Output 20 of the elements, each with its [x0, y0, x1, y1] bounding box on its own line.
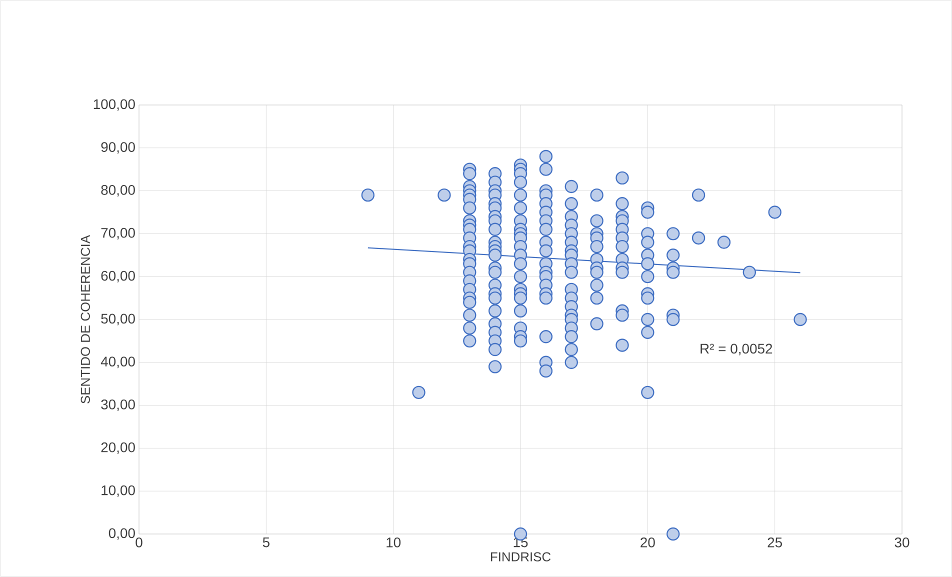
y-tick-label: 60,00 [101, 270, 135, 282]
y-axis-title: SENTIDO DE COHERENCIA [80, 234, 90, 404]
y-tick-label: 100,00 [94, 99, 135, 111]
y-tick-label: 10,00 [102, 485, 135, 497]
x-axis-title: FINDRISC [490, 552, 551, 562]
y-tick-label: 30,00 [101, 400, 135, 412]
x-tick-label: 30 [894, 537, 910, 548]
annotation: R² = 0,0052 [700, 344, 772, 356]
y-tick-label: 90,00 [101, 142, 135, 154]
x-tick-label: 10 [386, 537, 401, 548]
y-tick-label: 0,00 [108, 528, 135, 540]
x-tick-label: 20 [640, 537, 655, 548]
x-tick-label: 25 [768, 537, 782, 548]
x-tick-label: 5 [262, 538, 270, 548]
y-tick-label: 20,00 [101, 442, 135, 454]
y-tick-label: 80,00 [101, 185, 135, 197]
y-tick-label: 70,00 [101, 228, 135, 240]
x-tick-label: 0 [136, 537, 142, 548]
y-tick-label: 50,00 [101, 314, 135, 326]
y-tick-label: 40,00 [100, 356, 135, 368]
